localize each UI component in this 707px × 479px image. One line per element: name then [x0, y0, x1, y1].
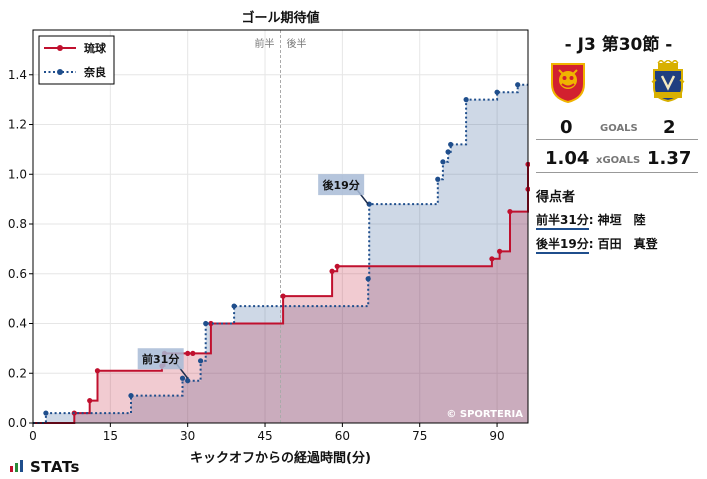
- legend-label: 奈良: [83, 65, 106, 79]
- xg-label: xGOALS: [596, 155, 641, 166]
- y-tick-label: 0.4: [8, 317, 27, 331]
- data-point: [435, 176, 441, 182]
- x-tick-label: 75: [412, 429, 427, 443]
- data-point: [445, 149, 451, 155]
- data-point: [208, 320, 214, 327]
- data-point: [507, 208, 513, 215]
- scorer-name: : 百田 真登: [588, 237, 658, 251]
- plot-frame: [32, 29, 529, 424]
- data-point: [231, 303, 237, 309]
- x-tick-label: 0: [29, 429, 37, 443]
- y-tick-label: 0.8: [8, 217, 27, 231]
- legend-label: 琉球: [84, 41, 107, 55]
- scorer-time: 前半31分: [536, 213, 589, 230]
- divider-goals: [536, 139, 698, 140]
- data-point: [515, 82, 521, 88]
- annotation-label: 前31分: [142, 352, 179, 366]
- series-area: [33, 84, 528, 423]
- data-point: [280, 293, 286, 299]
- y-tick-label: 0.6: [8, 267, 27, 281]
- divider-xg: [536, 172, 698, 173]
- away-crest-icon: [651, 60, 685, 103]
- data-point: [94, 368, 101, 374]
- legend-marker: [57, 45, 63, 51]
- y-tick-label: 1.0: [8, 167, 27, 181]
- data-point: [448, 141, 454, 148]
- y-tick-label: 1.2: [8, 118, 27, 132]
- data-point: [334, 263, 340, 269]
- series-line: [33, 83, 528, 424]
- legend-box: [38, 35, 115, 85]
- data-point: [185, 350, 191, 356]
- halftime-second-label: 後半: [287, 37, 307, 50]
- y-tick-label: 1.4: [8, 68, 27, 82]
- data-point: [179, 375, 186, 381]
- data-point: [489, 256, 495, 262]
- legend-marker: [57, 69, 63, 75]
- match-panel: - J3 第30節 - 0 GOALS 2 1.04 xGOALS 1.37 得…: [530, 0, 707, 479]
- scorer-row: 後半19分: 百田 真登: [536, 235, 658, 254]
- chart-title: ゴール期待値: [241, 10, 319, 26]
- match-title: - J3 第30節 -: [564, 35, 673, 55]
- stats-bars-icon: [10, 460, 23, 472]
- goals-label: GOALS: [600, 123, 638, 134]
- series-area: [33, 164, 528, 424]
- y-tick-label: 0.2: [8, 366, 27, 380]
- data-point: [185, 378, 191, 384]
- annotation-box: [318, 174, 365, 196]
- stats-logo: STATs: [30, 458, 80, 476]
- x-tick-label: 45: [257, 429, 272, 443]
- watermark: © SPORTERIA: [446, 409, 523, 420]
- data-point: [197, 358, 204, 364]
- x-tick-label: 30: [180, 429, 195, 443]
- halftime-first-label: 前半: [255, 37, 275, 50]
- home-crest-icon: [551, 63, 585, 104]
- away-xg: 1.37: [647, 148, 692, 169]
- scorer-time: 後半19分: [536, 237, 589, 254]
- data-point: [203, 320, 209, 327]
- annotation-label: 後19分: [323, 178, 360, 192]
- data-point: [190, 350, 196, 356]
- x-tick-label: 15: [103, 429, 118, 443]
- data-point: [494, 89, 500, 95]
- x-tick-label: 60: [335, 429, 350, 443]
- data-point: [463, 97, 469, 103]
- scorers-title: 得点者: [536, 190, 576, 205]
- data-point: [128, 393, 134, 399]
- data-point: [365, 276, 371, 282]
- data-point: [87, 398, 93, 404]
- x-axis-label: キックオフからの経過時間(分): [190, 450, 371, 466]
- x-tick-label: 90: [489, 429, 504, 443]
- home-goals: 0: [560, 117, 573, 138]
- data-point: [329, 268, 335, 274]
- annotation-box: [137, 348, 184, 370]
- data-point: [497, 248, 503, 254]
- data-point: [440, 159, 446, 165]
- y-tick-label: 0.0: [8, 416, 27, 430]
- scorer-name: : 神垣 陸: [588, 213, 646, 227]
- away-goals: 2: [663, 117, 676, 138]
- data-point: [43, 410, 49, 416]
- home-xg: 1.04: [545, 148, 590, 169]
- scorer-row: 前半31分: 神垣 陸: [536, 211, 646, 230]
